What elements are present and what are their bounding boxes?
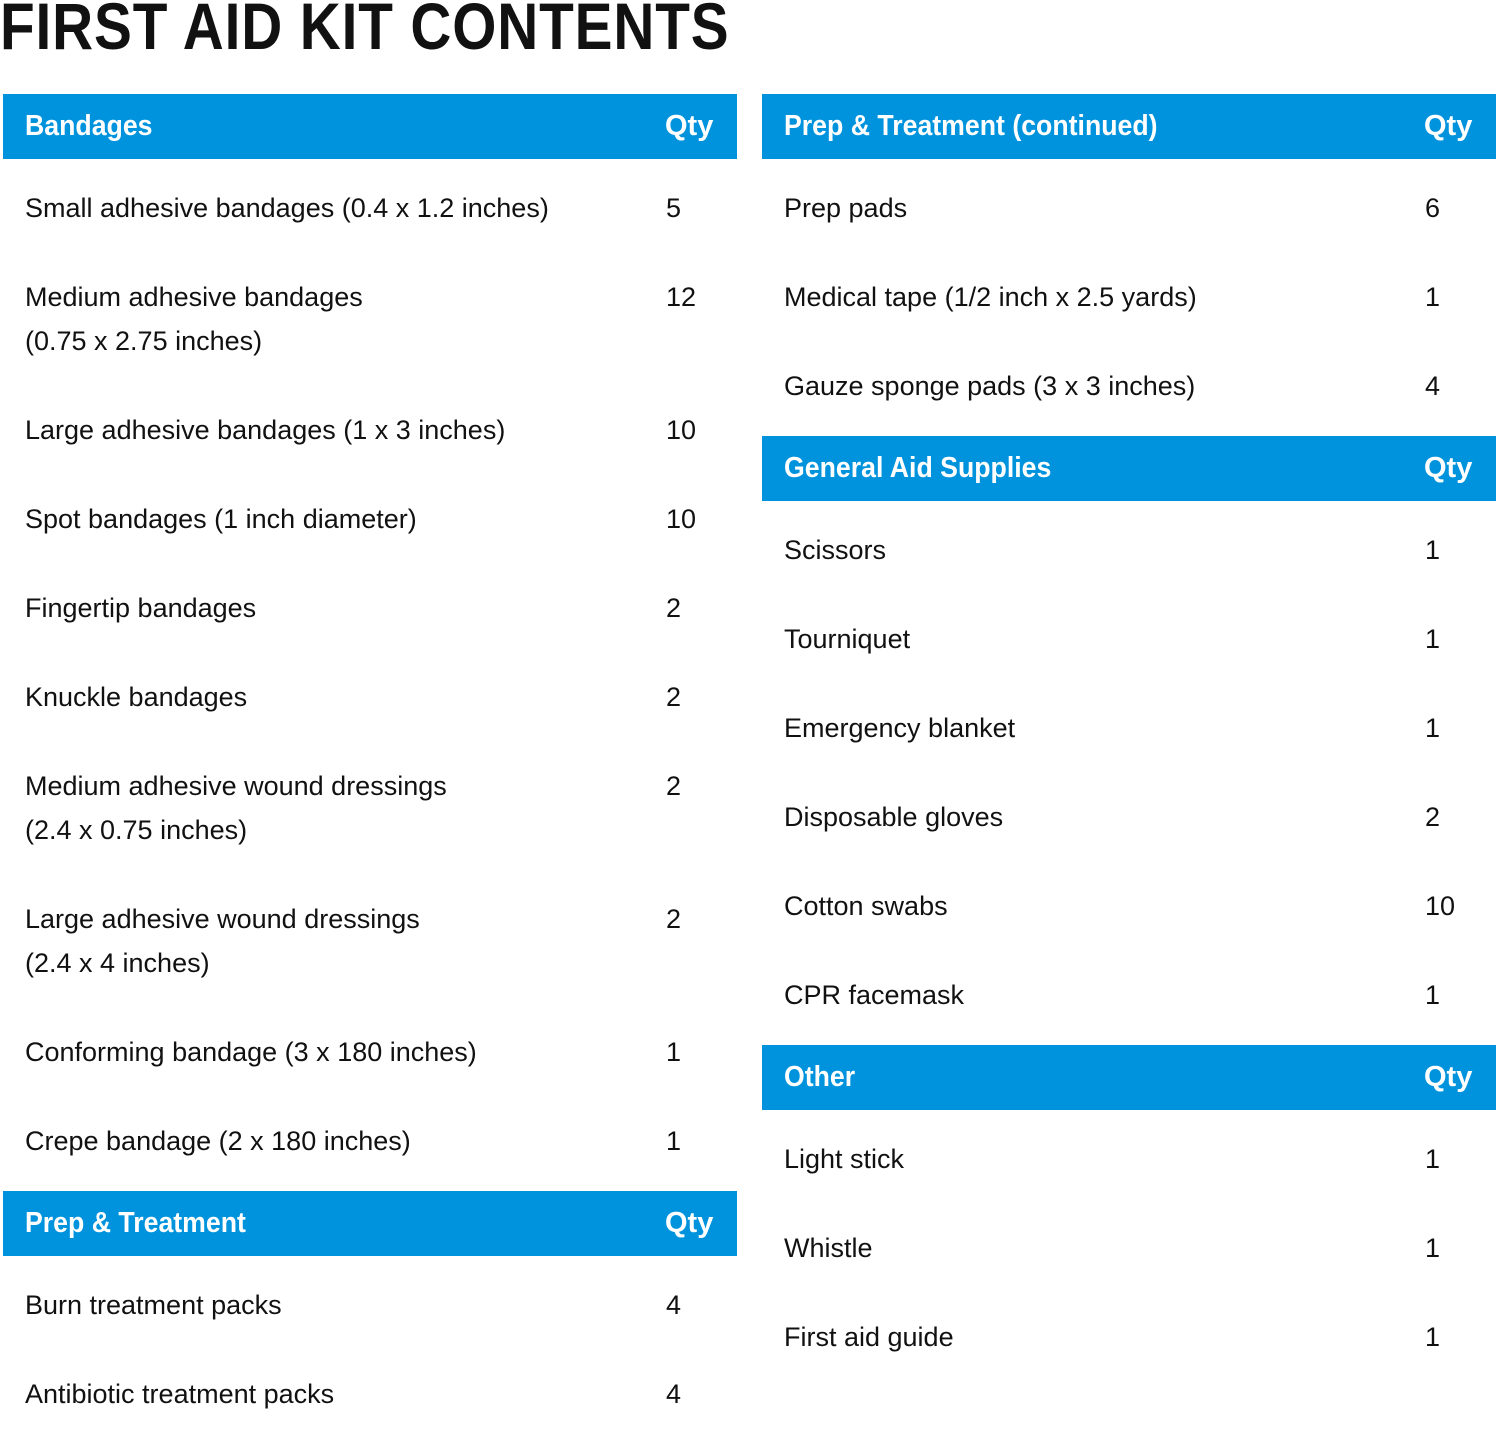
section-title: Bandages — [25, 110, 153, 142]
table-row: Burn treatment packs 4 — [3, 1256, 737, 1345]
item-name: Crepe bandage (2 x 180 inches) — [25, 1126, 411, 1156]
item-name: Prep pads — [784, 193, 908, 223]
section-header: General Aid Supplies Qty — [762, 436, 1496, 501]
right-column: Prep & Treatment (continued) Qty Prep pads… — [762, 94, 1496, 1377]
item-qty: 10 — [1425, 891, 1456, 921]
item-name: Medium adhesive bandages (0.75 x 2.75 in… — [25, 282, 363, 356]
item-name: Antibiotic treatment packs — [25, 1379, 335, 1409]
qty-header: Qty — [665, 1207, 714, 1239]
item-name: Disposable gloves — [784, 802, 1004, 832]
item-name: Cotton swabs — [784, 891, 948, 921]
item-name: Scissors — [784, 535, 887, 565]
table-row: Crepe bandage (2 x 180 inches) 1 — [3, 1092, 737, 1181]
item-qty: 12 — [666, 282, 697, 312]
item-name: CPR facemask — [784, 980, 965, 1010]
item-name: Knuckle bandages — [25, 682, 248, 712]
table-row: Conforming bandage (3 x 180 inches) 1 — [3, 1003, 737, 1092]
section-title: Prep & Treatment — [25, 1207, 246, 1239]
section-title: Other — [784, 1061, 856, 1093]
table-row: Whistle 1 — [762, 1199, 1496, 1288]
item-name: Spot bandages (1 inch diameter) — [25, 504, 417, 534]
table-row: Spot bandages (1 inch diameter) 10 — [3, 470, 737, 559]
item-name: Light stick — [784, 1144, 905, 1174]
item-qty: 1 — [1425, 1233, 1441, 1263]
section-title: Prep & Treatment (continued) — [784, 110, 1158, 142]
qty-header: Qty — [1424, 110, 1473, 142]
item-name: Burn treatment packs — [25, 1290, 282, 1320]
left-column: Bandages Qty Small adhesive bandages (0.4 … — [3, 94, 737, 1434]
item-name: Tourniquet — [784, 624, 911, 654]
table-row: Prep pads 6 — [762, 159, 1496, 248]
item-name: Small adhesive bandages (0.4 x 1.2 inche… — [25, 193, 549, 223]
item-qty: 1 — [1425, 624, 1441, 654]
section-header: Other Qty — [762, 1045, 1496, 1110]
item-name: First aid guide — [784, 1322, 954, 1352]
table-row: Light stick 1 — [762, 1110, 1496, 1199]
table-row: Emergency blanket 1 — [762, 679, 1496, 768]
table-row: Medium adhesive wound dressings (2.4 x 0… — [3, 737, 737, 870]
item-qty: 2 — [666, 593, 682, 623]
item-name: Emergency blanket — [784, 713, 1016, 743]
item-qty: 4 — [666, 1379, 682, 1409]
table-row: CPR facemask 1 — [762, 946, 1496, 1035]
table-row: Medium adhesive bandages (0.75 x 2.75 in… — [3, 248, 737, 381]
item-qty: 1 — [1425, 282, 1441, 312]
table-row: Knuckle bandages 2 — [3, 648, 737, 737]
table-row: Antibiotic treatment packs 4 — [3, 1345, 737, 1434]
item-name: Gauze sponge pads (3 x 3 inches) — [784, 371, 1196, 401]
item-name: Large adhesive wound dressings (2.4 x 4 … — [25, 904, 420, 978]
table-row: Tourniquet 1 — [762, 590, 1496, 679]
qty-header: Qty — [1424, 1061, 1473, 1093]
item-name: Medical tape (1/2 inch x 2.5 yards) — [784, 282, 1197, 312]
item-qty: 10 — [666, 504, 697, 534]
item-qty: 4 — [666, 1290, 682, 1320]
item-qty: 4 — [1425, 371, 1441, 401]
item-name: Medium adhesive wound dressings (2.4 x 0… — [25, 771, 447, 845]
table-row: Medical tape (1/2 inch x 2.5 yards) 1 — [762, 248, 1496, 337]
item-name: Conforming bandage (3 x 180 inches) — [25, 1037, 477, 1067]
item-qty: 10 — [666, 415, 697, 445]
section-header: Prep & Treatment Qty — [3, 1191, 737, 1256]
item-qty: 1 — [1425, 713, 1441, 743]
item-qty: 2 — [1425, 802, 1441, 832]
table-row: Gauze sponge pads (3 x 3 inches) 4 — [762, 337, 1496, 426]
item-qty: 1 — [666, 1126, 682, 1156]
section-header: Prep & Treatment (continued) Qty — [762, 94, 1496, 159]
item-qty: 1 — [666, 1037, 682, 1067]
item-qty: 2 — [666, 771, 682, 801]
qty-header: Qty — [1424, 452, 1473, 484]
section-header: Bandages Qty — [3, 94, 737, 159]
qty-header: Qty — [665, 110, 714, 142]
item-qty: 5 — [666, 193, 682, 223]
item-qty: 2 — [666, 904, 682, 934]
table-row: Disposable gloves 2 — [762, 768, 1496, 857]
item-qty: 1 — [1425, 535, 1441, 565]
item-name: Fingertip bandages — [25, 593, 257, 623]
item-name: Large adhesive bandages (1 x 3 inches) — [25, 415, 506, 445]
table-row: Large adhesive wound dressings (2.4 x 4 … — [3, 870, 737, 1003]
table-row: Large adhesive bandages (1 x 3 inches) 10 — [3, 381, 737, 470]
item-qty: 1 — [1425, 980, 1441, 1010]
item-qty: 2 — [666, 682, 682, 712]
item-qty: 1 — [1425, 1322, 1441, 1352]
item-qty: 1 — [1425, 1144, 1441, 1174]
table-row: Scissors 1 — [762, 501, 1496, 590]
table-row: Small adhesive bandages (0.4 x 1.2 inche… — [3, 159, 737, 248]
item-qty: 6 — [1425, 193, 1441, 223]
section-title: General Aid Supplies — [784, 452, 1052, 484]
table-row: First aid guide 1 — [762, 1288, 1496, 1377]
item-name: Whistle — [784, 1233, 873, 1263]
table-row: Cotton swabs 10 — [762, 857, 1496, 946]
page-title: FIRST AID KIT CONTENTS — [0, 0, 730, 63]
table-row: Fingertip bandages 2 — [3, 559, 737, 648]
